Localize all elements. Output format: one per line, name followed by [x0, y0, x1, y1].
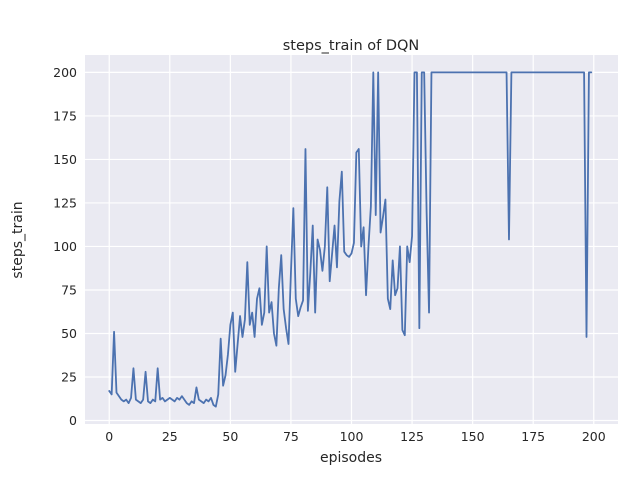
y-tick-label: 0: [69, 413, 77, 428]
x-tick-label: 200: [582, 429, 606, 444]
x-tick-label: 125: [400, 429, 424, 444]
y-tick-label: 150: [53, 152, 77, 167]
y-tick-label: 200: [53, 65, 77, 80]
chart-dynamic-layer: 0 25 50 75 100 125 150 175 200 0 25 50 75 100 125 150 17…: [53, 55, 618, 444]
x-axis-label: episodes: [320, 450, 382, 466]
y-tick-label: 100: [53, 239, 77, 254]
x-tick-label: 75: [283, 429, 299, 444]
data-line: [108, 71, 593, 408]
y-tick-label: 175: [53, 108, 77, 123]
y-axis-label: steps_train: [10, 201, 26, 278]
x-tick-label: 100: [340, 429, 364, 444]
x-tick-label: 0: [105, 429, 113, 444]
x-tick-label: 150: [461, 429, 485, 444]
x-tick-label: 50: [222, 429, 238, 444]
y-tick-label: 25: [61, 370, 77, 385]
y-tick-label: 50: [61, 326, 77, 341]
y-tick-label: 125: [53, 195, 77, 210]
x-tick-label: 25: [162, 429, 178, 444]
y-tick-label: 75: [61, 282, 77, 297]
x-tick-label: 175: [521, 429, 545, 444]
chart-title: steps_train of DQN: [283, 38, 420, 54]
